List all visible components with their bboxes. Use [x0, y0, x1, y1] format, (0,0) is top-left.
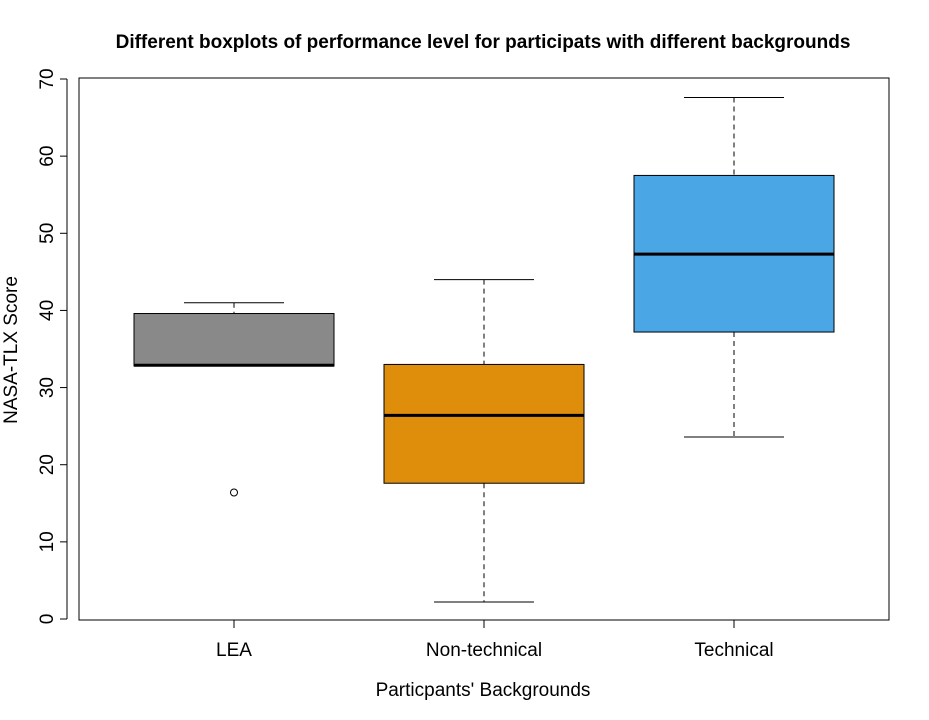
y-tick-label: 0: [37, 614, 58, 625]
y-axis-label: NASA-TLX Score: [1, 276, 22, 424]
x-tick-label: Non-technical: [426, 640, 542, 661]
y-tick-label: 40: [37, 300, 58, 321]
x-tick-label: LEA: [216, 640, 252, 661]
iqr-box: [383, 363, 585, 484]
y-tick-label: 50: [37, 223, 58, 244]
y-tick-label: 70: [37, 68, 58, 89]
boxes-group: [133, 97, 835, 603]
iqr-box: [133, 313, 335, 367]
x-axis-label: Particpants' Backgrounds: [376, 680, 591, 701]
x-axis: LEA Non-technical Technical: [216, 619, 774, 661]
y-axis: 0 10 20 30 40 50 60 70: [37, 68, 68, 625]
chart-title: Different boxplots of performance level …: [116, 32, 851, 53]
y-tick-label: 60: [37, 146, 58, 167]
y-tick-label: 30: [37, 377, 58, 398]
y-tick-label: 10: [37, 531, 58, 552]
x-tick-label: Technical: [694, 640, 773, 661]
box-lea: [133, 302, 335, 497]
outlier-point: [230, 488, 238, 497]
box-technical: [633, 97, 835, 438]
y-tick-label: 20: [37, 454, 58, 475]
box-non-technical: [383, 279, 585, 603]
